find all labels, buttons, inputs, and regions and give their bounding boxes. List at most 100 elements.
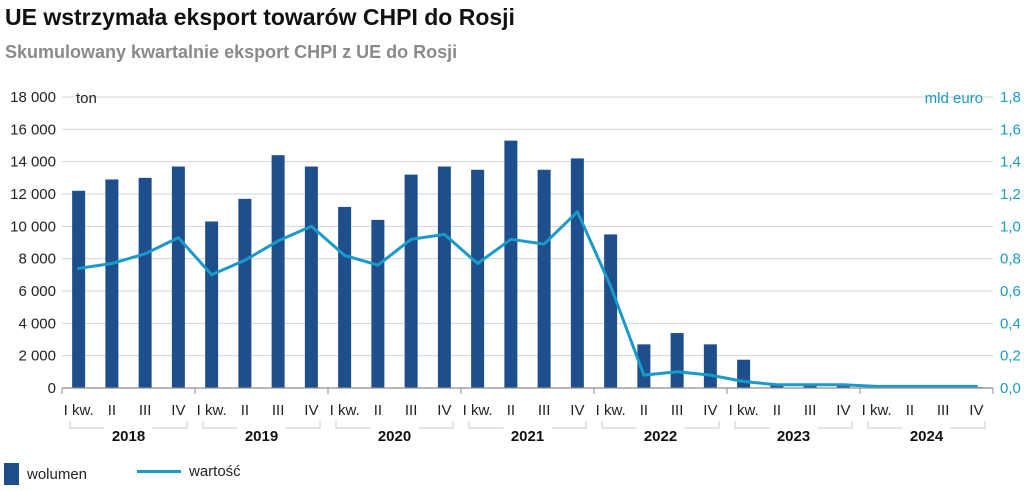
right-tick-label: 0,6: [1000, 283, 1021, 300]
volume-bar: [271, 155, 285, 388]
volume-bar: [105, 179, 119, 388]
legend-item-value: wartość: [137, 463, 241, 480]
x-tick-label: III: [139, 402, 152, 419]
x-tick-label: I kw.: [463, 402, 493, 419]
x-tick-label: IV: [304, 402, 318, 419]
volume-bar: [338, 206, 352, 388]
year-label: 2023: [777, 428, 810, 445]
year-bracket: [734, 421, 853, 429]
x-tick-label: I kw.: [64, 402, 94, 419]
x-axis: I kw. II III IV I kw. II III IV I kw. II III IV I kw…: [61, 387, 994, 445]
left-tick-label: 6 000: [18, 283, 56, 300]
x-tick-label: IV: [969, 402, 983, 419]
x-tick-label: I kw.: [862, 402, 892, 419]
right-tick-label: 0,0: [1000, 380, 1021, 397]
right-axis-unit: mld euro: [925, 90, 983, 107]
x-tick-label: II: [241, 402, 249, 419]
left-axis-unit: ton: [76, 90, 97, 107]
x-tick-label: IV: [836, 402, 850, 419]
year-bracket: [335, 421, 454, 429]
x-tick-label: II: [108, 402, 116, 419]
legend-label-volume: wolumen: [27, 465, 88, 483]
left-tick-label: 2 000: [18, 348, 56, 365]
right-tick-label: 1,0: [1000, 218, 1021, 235]
chart-subtitle: Skumulowany kwartalnie eksport CHPI z UE…: [5, 42, 458, 62]
year-bracket: [69, 421, 188, 429]
value-series-line: [77, 210, 978, 388]
year-label: 2024: [910, 428, 944, 445]
right-tick-label: 0,4: [1000, 315, 1021, 332]
volume-bar: [304, 166, 318, 388]
volume-bar: [570, 158, 584, 388]
x-tick-label: I kw.: [596, 402, 626, 419]
volume-bar: [703, 344, 717, 388]
year-bracket: [867, 421, 986, 429]
volume-bars: [72, 140, 983, 388]
x-tick-label: IV: [171, 402, 185, 419]
x-tick-label: II: [773, 402, 781, 419]
left-tick-label: 0: [48, 380, 56, 397]
year-label: 2019: [245, 428, 278, 445]
chart-title: UE wstrzymała eksport towarów CHPI do Ro…: [5, 4, 515, 30]
volume-bar: [670, 333, 684, 388]
volume-bar: [471, 169, 485, 388]
volume-bar: [171, 166, 185, 388]
year-bracket: [468, 421, 587, 429]
volume-bar: [836, 385, 850, 388]
volume-bar: [537, 169, 551, 388]
x-tick-label: I kw.: [197, 402, 227, 419]
volume-bar: [637, 344, 651, 388]
left-tick-label: 18 000: [10, 89, 56, 106]
volume-bar: [803, 385, 817, 388]
volume-bar: [138, 177, 152, 388]
x-tick-label: III: [804, 402, 817, 419]
x-tick-label: II: [906, 402, 914, 419]
x-tick-label: III: [671, 402, 684, 419]
legend-item-volume: wolumen: [4, 463, 87, 485]
x-tick-label: III: [272, 402, 285, 419]
right-tick-label: 1,6: [1000, 121, 1021, 138]
left-tick-label: 16 000: [10, 121, 56, 138]
left-tick-label: 14 000: [10, 154, 56, 171]
volume-bar: [404, 174, 418, 388]
volume-bar: [504, 140, 518, 388]
year-label: 2020: [378, 428, 411, 445]
year-bracket: [601, 421, 720, 429]
x-tick-label: II: [374, 402, 382, 419]
x-tick-label: II: [507, 402, 515, 419]
volume-bar: [72, 190, 86, 388]
x-tick-label: IV: [703, 402, 717, 419]
volume-bar: [604, 234, 618, 388]
left-tick-label: 10 000: [10, 218, 56, 235]
left-tick-label: 8 000: [18, 251, 56, 268]
x-tick-label: IV: [437, 402, 451, 419]
year-label: 2021: [511, 428, 544, 445]
x-tick-label: II: [640, 402, 648, 419]
volume-bar: [437, 166, 451, 388]
left-axis: 0 2 000 4 000 6 000 8 000 10 000 12 000 14 000 1…: [10, 89, 56, 397]
right-tick-label: 0,2: [1000, 348, 1021, 365]
x-tick-label: III: [405, 402, 418, 419]
right-tick-label: 1,8: [1000, 89, 1021, 106]
left-tick-label: 4 000: [18, 315, 56, 332]
right-tick-label: 0,8: [1000, 251, 1021, 268]
x-tick-label: IV: [570, 402, 584, 419]
volume-bar: [205, 221, 219, 388]
year-label: 2022: [644, 428, 677, 445]
x-tick-label: III: [538, 402, 551, 419]
legend-label-value: wartość: [189, 463, 241, 480]
year-label: 2018: [112, 428, 145, 445]
year-bracket: [202, 421, 321, 429]
legend-bar-swatch: [4, 463, 19, 485]
volume-bar: [238, 198, 252, 388]
x-tick-label: I kw.: [729, 402, 759, 419]
x-tick-label: III: [937, 402, 950, 419]
volume-bar: [737, 359, 751, 388]
left-tick-label: 12 000: [10, 186, 56, 203]
volume-bar: [371, 219, 385, 388]
right-tick-label: 1,2: [1000, 186, 1021, 203]
x-tick-label: I kw.: [330, 402, 360, 419]
gridlines: [62, 96, 993, 357]
right-tick-label: 1,4: [1000, 154, 1021, 171]
